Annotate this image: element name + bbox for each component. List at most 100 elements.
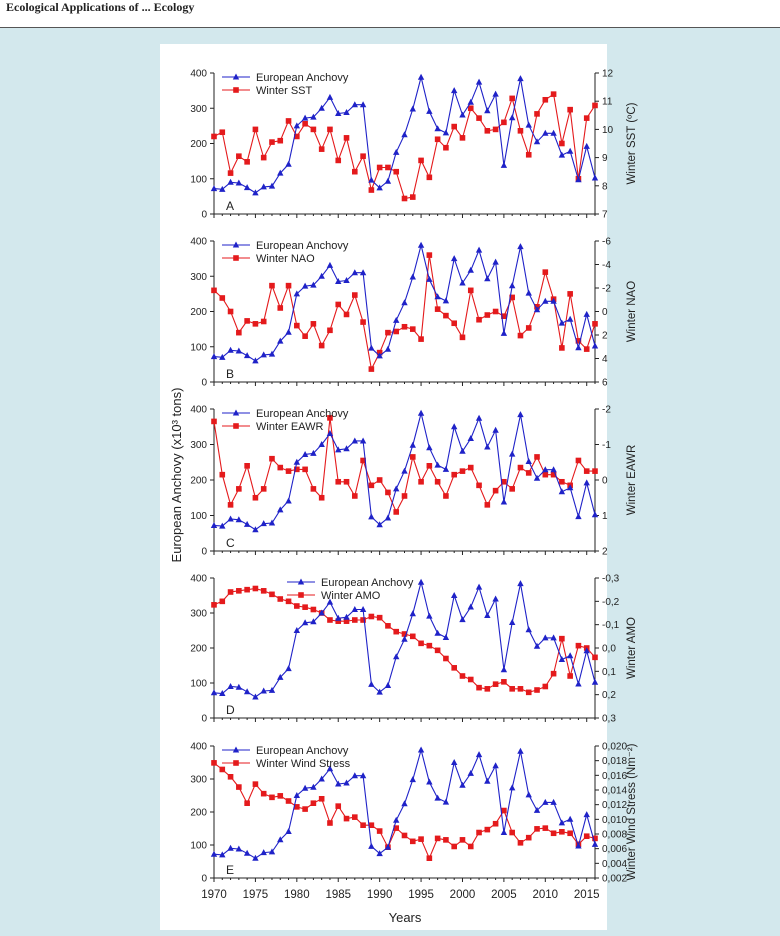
anchovy-point (426, 107, 433, 114)
anchovy-point (243, 184, 251, 191)
anchovy-point (285, 665, 292, 672)
anchovy-point (558, 319, 566, 326)
anchovy-point (326, 93, 334, 100)
x-tick-label: 1995 (408, 889, 434, 901)
anchovy-point (533, 138, 541, 145)
driver-point (385, 489, 391, 496)
driver-point (517, 128, 524, 134)
driver-point (501, 478, 507, 485)
driver-point (525, 689, 532, 696)
driver-point (567, 106, 573, 113)
anchovy-point (417, 409, 425, 416)
driver-point (277, 793, 284, 799)
driver-point (376, 828, 383, 834)
anchovy-point (351, 101, 359, 108)
driver-point (294, 466, 300, 473)
driver-point (459, 837, 466, 843)
driver-point (592, 468, 598, 474)
driver-point (451, 843, 457, 850)
anchovy-point (409, 776, 416, 783)
anchovy-point (583, 647, 590, 654)
driver-point (443, 312, 449, 319)
driver-point (401, 631, 408, 637)
anchovy-point (500, 498, 508, 505)
anchovy-point (252, 854, 259, 861)
driver-point (434, 478, 441, 485)
anchovy-point (351, 772, 359, 779)
left-tick-label: 100 (190, 511, 207, 522)
anchovy-point (492, 258, 499, 265)
driver-point (360, 153, 366, 159)
anchovy-point (484, 777, 491, 784)
driver-point (260, 318, 267, 325)
driver-point (509, 95, 515, 102)
anchovy-point (558, 819, 566, 826)
anchovy-point (409, 273, 416, 280)
header-divider (0, 27, 780, 28)
anchovy-point (293, 458, 301, 465)
right-tick-label: 11 (602, 97, 613, 108)
driver-point (484, 128, 491, 134)
driver-point (227, 589, 234, 595)
anchovy-point (252, 693, 259, 700)
driver-point (542, 683, 549, 690)
driver-point (294, 603, 300, 609)
anchovy-point (500, 666, 508, 673)
driver-point (360, 457, 366, 464)
anchovy-point (550, 798, 557, 805)
anchovy-point (260, 351, 267, 358)
anchovy-point (277, 337, 284, 344)
anchovy-point (227, 844, 234, 851)
driver-point (236, 329, 242, 336)
anchovy-point (310, 618, 317, 625)
right-tick-label: 0,004 (602, 859, 627, 870)
driver-point (542, 825, 549, 831)
legend-driver-marker (233, 760, 239, 766)
left-tick-label: 400 (190, 574, 207, 585)
anchovy-point (484, 443, 491, 450)
driver-point (443, 144, 449, 151)
anchovy-point (235, 347, 243, 354)
right-tick-label: 0,1 (602, 667, 616, 678)
anchovy-point (450, 423, 458, 430)
driver-point (227, 170, 234, 176)
right-tick-label: 0,016 (602, 771, 627, 782)
anchovy-point (542, 798, 549, 805)
anchovy-point (533, 306, 541, 313)
anchovy-point (591, 840, 599, 847)
left-tick-label: 200 (190, 644, 207, 655)
anchovy-point (450, 255, 458, 262)
driver-point (277, 305, 284, 311)
anchovy-point (243, 688, 251, 695)
x-tick-label: 2015 (574, 889, 600, 901)
anchovy-point (459, 616, 466, 623)
anchovy-point (508, 618, 516, 625)
anchovy-point (409, 441, 416, 448)
anchovy-point (442, 297, 450, 304)
driver-point (327, 617, 333, 623)
driver-point (343, 311, 350, 318)
anchovy-point (401, 467, 408, 474)
anchovy-point (484, 611, 491, 618)
anchovy-point (508, 114, 516, 121)
anchovy-point (318, 609, 325, 616)
driver-point (211, 287, 217, 294)
driver-point (327, 820, 333, 826)
driver-point (501, 679, 507, 685)
driver-point (294, 322, 300, 329)
anchovy-point (210, 521, 218, 528)
driver-point (327, 126, 333, 133)
right-tick-label: 0 (602, 476, 608, 487)
right-tick-label: 0,006 (602, 844, 627, 855)
driver-point (467, 843, 474, 850)
anchovy-point (393, 148, 400, 155)
anchovy-point (376, 688, 383, 695)
driver-point (343, 815, 350, 822)
anchovy-point (401, 635, 408, 642)
driver-point (451, 471, 457, 478)
anchovy-point (301, 450, 309, 457)
anchovy-point (542, 297, 549, 304)
left-tick-label: 100 (190, 841, 207, 852)
driver-point (236, 486, 242, 492)
anchovy-point (393, 816, 400, 823)
